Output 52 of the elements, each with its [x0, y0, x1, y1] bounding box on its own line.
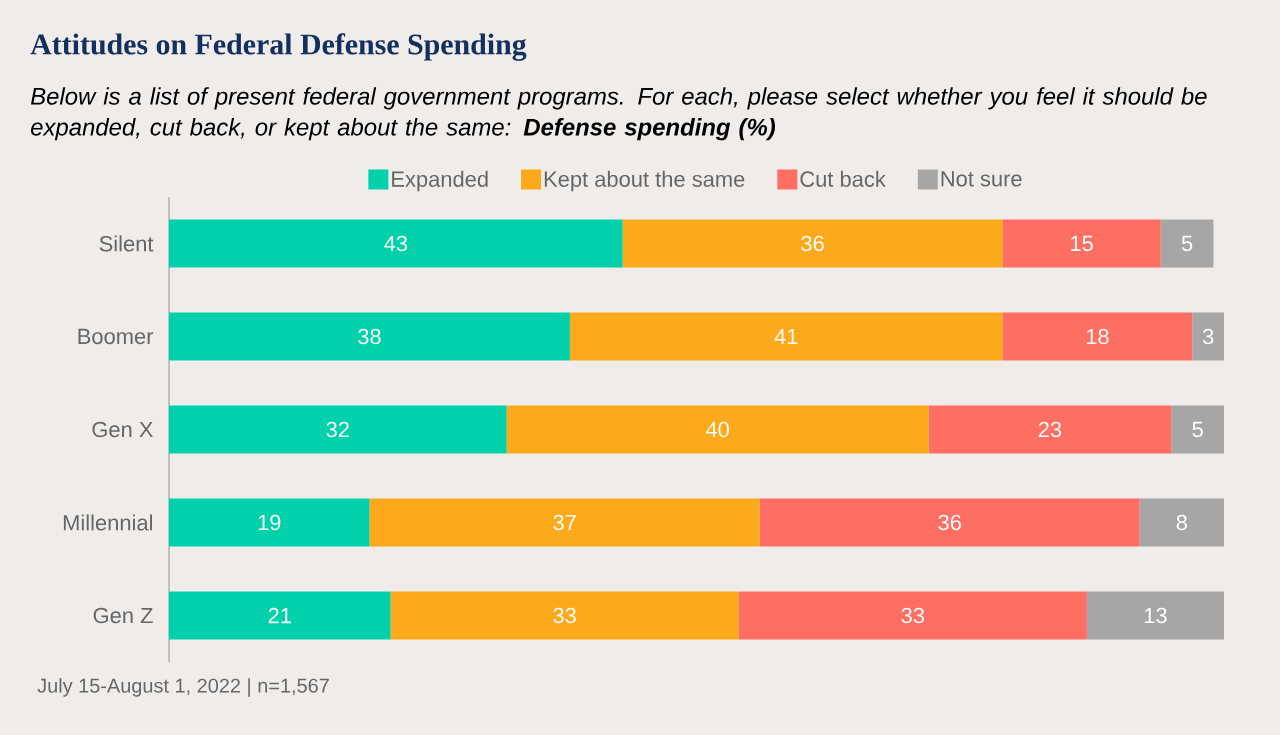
legend-label: Expanded [392, 170, 488, 192]
bar [1086, 591, 1224, 640]
data-label: 41 [774, 328, 798, 345]
legend-label: Cut back [800, 170, 886, 187]
bar [506, 405, 929, 454]
data-label: 40 [705, 421, 729, 438]
data-label: 38 [358, 328, 381, 345]
data-label: 8 [1176, 514, 1187, 531]
data-label: 36 [801, 235, 824, 252]
bar [169, 405, 507, 454]
data-label: 43 [384, 235, 408, 252]
bar [1192, 312, 1224, 361]
y-tick-label: Millennial [63, 514, 152, 531]
y-tick-label: Gen X [92, 421, 153, 438]
bar [759, 498, 1140, 547]
y-tick-label: Gen Z [93, 607, 153, 624]
bar [1139, 498, 1224, 547]
chart-subtitle: Below is a list of present federal government programs. For each, please select whether you feel it should be expanded, cut back, or kept about the same: Defense spending (%) [30, 87, 1207, 141]
data-label: 32 [326, 421, 349, 438]
data-label: 13 [1144, 607, 1167, 624]
data-label: 21 [268, 607, 291, 624]
data-label: 15 [1071, 235, 1093, 252]
data-label: 5 [1192, 421, 1203, 438]
bar [390, 591, 739, 640]
data-label: 3 [1202, 328, 1214, 345]
data-label: 23 [1038, 421, 1062, 438]
data-label: 33 [901, 607, 925, 624]
bar [569, 312, 1003, 361]
bar [369, 498, 760, 547]
legend-label: Kept about the same [544, 170, 745, 192]
bar [1160, 219, 1214, 268]
data-label: 33 [553, 607, 576, 624]
legend-label: Not sure [941, 171, 1022, 187]
bar [1171, 405, 1224, 454]
bar [738, 591, 1087, 640]
bar [169, 591, 391, 640]
data-label: 18 [1086, 328, 1109, 345]
data-label: 36 [938, 514, 961, 531]
data-label: 5 [1181, 235, 1193, 252]
data-label: 19 [258, 514, 281, 531]
y-tick-label: Boomer [78, 328, 154, 345]
bar [1002, 312, 1193, 361]
bar [928, 405, 1172, 454]
bar [169, 312, 570, 361]
text: July 15-August 1, 2022 | n=1,567 [37, 678, 329, 697]
data-label: 37 [553, 514, 576, 531]
bar [169, 498, 370, 547]
bar [169, 219, 623, 268]
y-tick-label: Silent [99, 235, 154, 252]
chart-title: Attitudes on Federal Defense Spending [30, 33, 527, 61]
bar [622, 219, 1003, 268]
bar [1002, 219, 1161, 268]
